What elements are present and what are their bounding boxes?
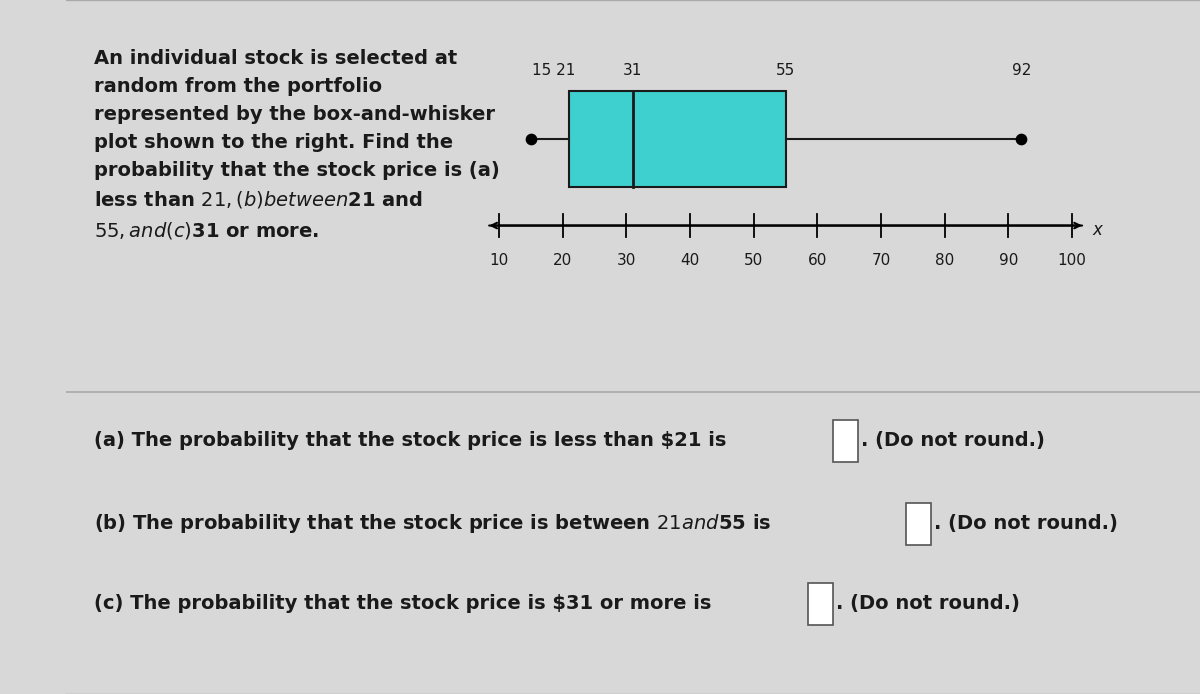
Bar	[808, 583, 833, 625]
Text: 92: 92	[1012, 63, 1031, 78]
Point	[521, 133, 540, 144]
Text: An individual stock is selected at
random from the portfolio
represented by the : An individual stock is selected at rando…	[95, 49, 500, 242]
Text: 50: 50	[744, 253, 763, 269]
Text: 100: 100	[1057, 253, 1087, 269]
Text: 55: 55	[776, 63, 796, 78]
Text: 10: 10	[490, 253, 509, 269]
Text: 80: 80	[935, 253, 954, 269]
Point	[1012, 133, 1031, 144]
Text: 30: 30	[617, 253, 636, 269]
Text: . (Do not round.): . (Do not round.)	[935, 514, 1118, 534]
Text: 20: 20	[553, 253, 572, 269]
Text: 90: 90	[998, 253, 1018, 269]
Bar	[833, 420, 858, 462]
Text: (a) The probability that the stock price is less than $21 is: (a) The probability that the stock price…	[95, 431, 727, 450]
Text: 70: 70	[871, 253, 890, 269]
Text: 60: 60	[808, 253, 827, 269]
Text: 40: 40	[680, 253, 700, 269]
Text: . (Do not round.): . (Do not round.)	[836, 594, 1020, 613]
Text: . (Do not round.): . (Do not round.)	[860, 431, 1045, 450]
Text: x: x	[1092, 221, 1103, 239]
Bar	[906, 503, 931, 545]
Text: (c) The probability that the stock price is $31 or more is: (c) The probability that the stock price…	[95, 594, 712, 613]
Text: 31: 31	[623, 63, 642, 78]
Text: (b) The probability that the stock price is between $21 and $55 is: (b) The probability that the stock price…	[95, 512, 772, 536]
Bar	[569, 91, 786, 187]
Text: 15 21: 15 21	[532, 63, 575, 78]
